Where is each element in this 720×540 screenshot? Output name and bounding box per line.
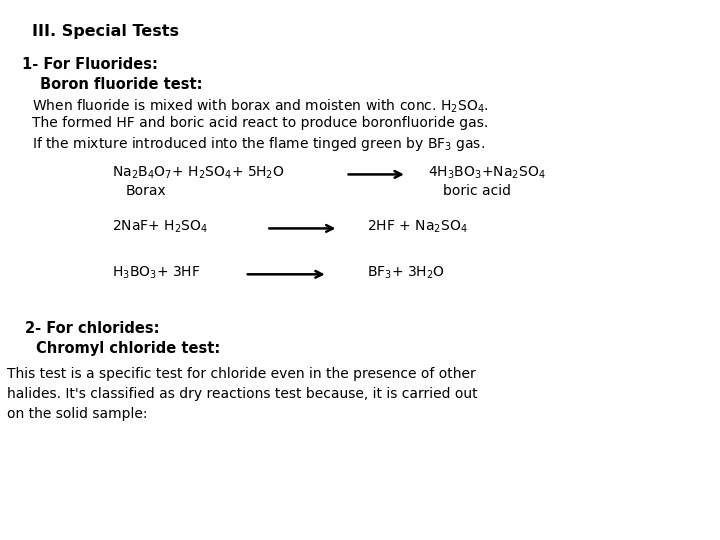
Text: Chromyl chloride test:: Chromyl chloride test: <box>36 341 220 356</box>
Text: on the solid sample:: on the solid sample: <box>7 407 148 421</box>
Text: boric acid: boric acid <box>443 184 510 198</box>
Text: 2NaF+ H$_2$SO$_4$: 2NaF+ H$_2$SO$_4$ <box>112 219 208 235</box>
Text: When fluoride is mixed with borax and moisten with conc. H$_2$SO$_4$.: When fluoride is mixed with borax and mo… <box>32 97 490 114</box>
Text: 1- For Fluorides:: 1- For Fluorides: <box>22 57 158 72</box>
Text: This test is a specific test for chloride even in the presence of other: This test is a specific test for chlorid… <box>7 367 476 381</box>
Text: 2- For chlorides:: 2- For chlorides: <box>25 321 160 336</box>
Text: H$_3$BO$_3$+ 3HF: H$_3$BO$_3$+ 3HF <box>112 265 200 281</box>
Text: If the mixture introduced into the flame tinged green by BF$_3$ gas.: If the mixture introduced into the flame… <box>32 135 485 153</box>
Text: 4H$_3$BO$_3$+Na$_2$SO$_4$: 4H$_3$BO$_3$+Na$_2$SO$_4$ <box>428 165 546 181</box>
Text: Na$_2$B$_4$O$_7$+ H$_2$SO$_4$+ 5H$_2$O: Na$_2$B$_4$O$_7$+ H$_2$SO$_4$+ 5H$_2$O <box>112 165 284 181</box>
Text: halides. It's classified as dry reactions test because, it is carried out: halides. It's classified as dry reaction… <box>7 387 478 401</box>
Text: Boron fluoride test:: Boron fluoride test: <box>40 77 202 92</box>
Text: 2HF + Na$_2$SO$_4$: 2HF + Na$_2$SO$_4$ <box>367 219 468 235</box>
Text: The formed HF and boric acid react to produce boronfluoride gas.: The formed HF and boric acid react to pr… <box>32 116 489 130</box>
Text: Borax: Borax <box>126 184 167 198</box>
Text: III. Special Tests: III. Special Tests <box>32 24 179 39</box>
Text: BF$_3$+ 3H$_2$O: BF$_3$+ 3H$_2$O <box>367 265 445 281</box>
